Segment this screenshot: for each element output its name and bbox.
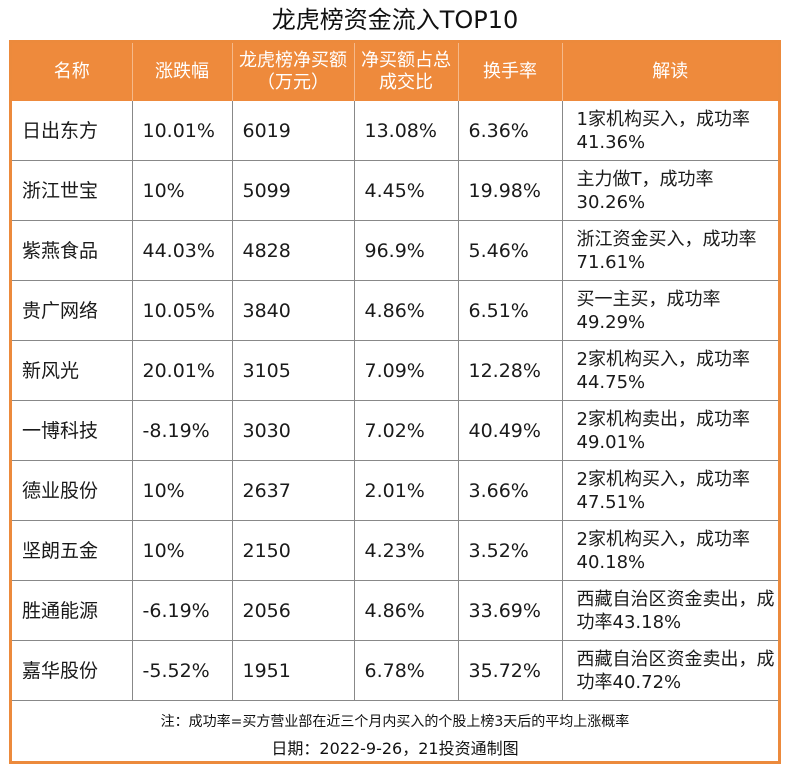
table-row: 一博科技 -8.19% 3030 7.02% 40.49% 2家机构卖出，成功率49.01… [12, 400, 778, 461]
cell-comment: 2家机构卖出，成功率49.01% [562, 400, 778, 461]
header-comment: 解读 [562, 43, 778, 101]
table-row: 嘉华股份 -5.52% 1951 6.78% 35.72% 西藏自治区资金卖出，成功率40… [12, 640, 778, 701]
cell-net-buy-ratio: 7.02% [354, 400, 459, 461]
cell-net-buy-ratio: 6.78% [354, 640, 459, 701]
cell-comment: 2家机构买入，成功率40.18% [562, 520, 778, 581]
cell-turnover: 6.36% [458, 101, 563, 161]
cell-net-buy-ratio: 4.45% [354, 160, 459, 221]
cell-change: 10% [132, 520, 233, 581]
cell-change: -8.19% [132, 400, 233, 461]
cell-comment: 西藏自治区资金卖出，成功率40.72% [562, 640, 778, 701]
cell-comment: 主力做T，成功率30.26% [562, 160, 778, 221]
date-credit: 日期：2022-9-26，21投资通制图 [271, 739, 519, 758]
header-net-buy: 龙虎榜净买额（万元） [232, 43, 355, 101]
table-row: 新风光 20.01% 3105 7.09% 12.28% 2家机构买入，成功率44.75% [12, 340, 778, 401]
cell-turnover: 3.52% [458, 520, 563, 581]
cell-comment: 买一主买，成功率49.29% [562, 280, 778, 341]
cell-change: -6.19% [132, 580, 233, 641]
cell-net-buy: 3030 [232, 400, 355, 461]
cell-net-buy: 2150 [232, 520, 355, 581]
cell-turnover: 35.72% [458, 640, 563, 701]
cell-net-buy-ratio: 2.01% [354, 460, 459, 521]
cell-name: 德业股份 [12, 460, 133, 521]
cell-name: 贵广网络 [12, 280, 133, 341]
header-net-buy-ratio: 净买额占总成交比 [354, 43, 459, 101]
page-title: 龙虎榜资金流入TOP10 [271, 6, 519, 34]
cell-net-buy: 3105 [232, 340, 355, 401]
cell-comment: 西藏自治区资金卖出，成功率43.18% [562, 580, 778, 641]
footnote: 注：成功率=买方营业部在近三个月内买入的个股上榜3天后的平均上涨概率 [160, 714, 630, 730]
cell-comment: 1家机构买入，成功率41.36% [562, 101, 778, 161]
header-row: 名称 涨跌幅 龙虎榜净买额（万元） 净买额占总成交比 换手率 解读 [12, 43, 778, 101]
cell-turnover: 40.49% [458, 400, 563, 461]
cell-turnover: 6.51% [458, 280, 563, 341]
cell-name: 日出东方 [12, 101, 133, 161]
table-body: 日出东方 10.01% 6019 13.08% 6.36% 1家机构买入，成功率41.36… [12, 101, 778, 701]
cell-turnover: 19.98% [458, 160, 563, 221]
cell-change: -5.52% [132, 640, 233, 701]
cell-comment: 浙江资金买入，成功率71.61% [562, 220, 778, 281]
cell-net-buy-ratio: 13.08% [354, 101, 459, 161]
cell-net-buy: 2056 [232, 580, 355, 641]
cell-turnover: 12.28% [458, 340, 563, 401]
header-change: 涨跌幅 [132, 43, 233, 101]
top10-table: 名称 涨跌幅 龙虎榜净买额（万元） 净买额占总成交比 换手率 解读 日出东方 10… [12, 43, 778, 701]
cell-net-buy: 3840 [232, 280, 355, 341]
cell-net-buy: 5099 [232, 160, 355, 221]
cell-net-buy-ratio: 4.23% [354, 520, 459, 581]
table-row: 胜通能源 -6.19% 2056 4.86% 33.69% 西藏自治区资金卖出，成功率43… [12, 580, 778, 641]
cell-name: 嘉华股份 [12, 640, 133, 701]
cell-comment: 2家机构买入，成功率44.75% [562, 340, 778, 401]
cell-name: 新风光 [12, 340, 133, 401]
cell-name: 浙江世宝 [12, 160, 133, 221]
cell-change: 10.05% [132, 280, 233, 341]
cell-change: 10.01% [132, 101, 233, 161]
table-row: 紫燕食品 44.03% 4828 96.9% 5.46% 浙江资金买入，成功率71.61% [12, 220, 778, 281]
table-row: 坚朗五金 10% 2150 4.23% 3.52% 2家机构买入，成功率40.18% [12, 520, 778, 581]
header-turnover: 换手率 [458, 43, 563, 101]
cell-turnover: 3.66% [458, 460, 563, 521]
cell-net-buy: 6019 [232, 101, 355, 161]
table-row: 德业股份 10% 2637 2.01% 3.66% 2家机构买入，成功率47.51% [12, 460, 778, 521]
cell-change: 44.03% [132, 220, 233, 281]
cell-comment: 2家机构买入，成功率47.51% [562, 460, 778, 521]
cell-name: 坚朗五金 [12, 520, 133, 581]
cell-change: 10% [132, 160, 233, 221]
table-row: 日出东方 10.01% 6019 13.08% 6.36% 1家机构买入，成功率41.36… [12, 101, 778, 161]
cell-name: 紫燕食品 [12, 220, 133, 281]
cell-net-buy: 4828 [232, 220, 355, 281]
cell-net-buy-ratio: 4.86% [354, 580, 459, 641]
cell-net-buy: 2637 [232, 460, 355, 521]
cell-net-buy-ratio: 7.09% [354, 340, 459, 401]
table-frame: 名称 涨跌幅 龙虎榜净买额（万元） 净买额占总成交比 换手率 解读 日出东方 10… [9, 40, 781, 764]
cell-name: 一博科技 [12, 400, 133, 461]
cell-net-buy: 1951 [232, 640, 355, 701]
cell-change: 20.01% [132, 340, 233, 401]
header-name: 名称 [12, 43, 133, 101]
cell-net-buy-ratio: 4.86% [354, 280, 459, 341]
table-row: 贵广网络 10.05% 3840 4.86% 6.51% 买一主买，成功率49.29% [12, 280, 778, 341]
table-row: 浙江世宝 10% 5099 4.45% 19.98% 主力做T，成功率30.26% [12, 160, 778, 221]
cell-turnover: 5.46% [458, 220, 563, 281]
cell-name: 胜通能源 [12, 580, 133, 641]
cell-turnover: 33.69% [458, 580, 563, 641]
cell-net-buy-ratio: 96.9% [354, 220, 459, 281]
cell-change: 10% [132, 460, 233, 521]
